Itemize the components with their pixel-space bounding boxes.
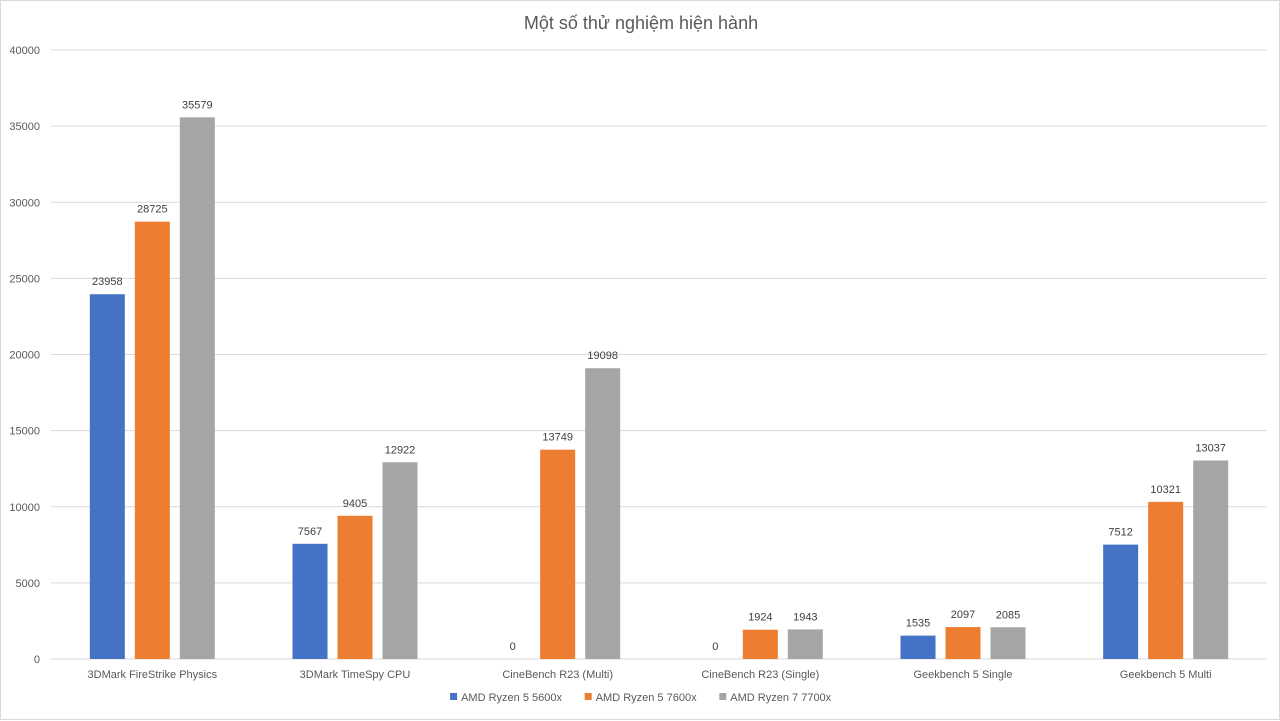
x-category-label: Geekbench 5 Single [913,669,1012,681]
y-tick-label: 5000 [16,578,40,590]
chart-title: Một số thử nghiệm hiện hành [524,13,758,33]
legend-swatch [584,693,592,700]
x-category-label: CineBench R23 (Single) [701,669,819,681]
bar [337,515,373,659]
data-label: 13037 [1195,443,1226,455]
y-tick-label: 40000 [9,45,40,57]
bar [540,449,576,659]
data-label: 0 [510,641,516,653]
legend-label: AMD Ryzen 5 7600x [596,692,697,704]
data-label: 10321 [1150,484,1181,496]
data-labels: 23958 28725 35579 7567 9405 12922 0 13749 19098 0… [92,99,1226,653]
y-tick-label: 20000 [9,350,40,362]
x-category-label: 3DMark TimeSpy CPU [300,669,411,681]
data-label: 7567 [298,526,322,538]
y-tick-label: 30000 [9,197,40,209]
data-label: 13749 [542,432,573,444]
data-label: 19098 [587,350,618,362]
data-label: 1943 [793,611,817,623]
data-label: 2097 [951,609,975,621]
legend-label: AMD Ryzen 7 7700x [730,692,831,704]
data-label: 23958 [92,276,123,288]
data-label: 2085 [996,609,1020,621]
data-label: 1924 [748,612,772,624]
y-tick-label: 15000 [9,426,40,438]
x-category-label: Geekbench 5 Multi [1120,669,1212,681]
data-label: 9405 [343,498,367,510]
bar [89,294,125,659]
gridlines [51,49,1267,660]
bar [179,117,215,660]
bar [1148,501,1184,659]
bar [382,462,418,659]
bar [134,221,170,660]
data-label: 35579 [182,99,213,111]
bar [945,627,981,659]
x-category-label: CineBench R23 (Multi) [502,669,613,681]
bar [1103,544,1139,659]
data-label: 7512 [1108,527,1132,539]
legend-swatch [450,693,458,700]
data-label: 0 [712,641,718,653]
y-tick-label: 35000 [9,121,40,133]
bar [742,629,778,659]
y-tick-label: 10000 [9,502,40,514]
x-category-label: 3DMark FireStrike Physics [88,669,218,681]
legend: AMD Ryzen 5 5600x AMD Ryzen 5 7600x AMD Ry… [450,692,832,704]
y-tick-label: 0 [34,654,40,666]
x-axis-categories: 3DMark FireStrike Physics 3DMark TimeSpy … [88,669,1212,681]
y-axis-ticks: 0 5000 10000 15000 20000 25000 30000 35000 40000 [9,45,40,666]
y-tick-label: 25000 [9,273,40,285]
bar [990,627,1026,659]
bars [89,117,1229,660]
legend-swatch [719,693,727,700]
bar [585,368,621,659]
data-label: 12922 [385,444,416,456]
legend-label: AMD Ryzen 5 5600x [461,692,562,704]
bar [787,629,823,659]
data-label: 28725 [137,204,168,216]
bar [292,543,328,659]
bar [900,635,936,659]
bar [1193,460,1229,659]
data-label: 1535 [906,618,930,630]
